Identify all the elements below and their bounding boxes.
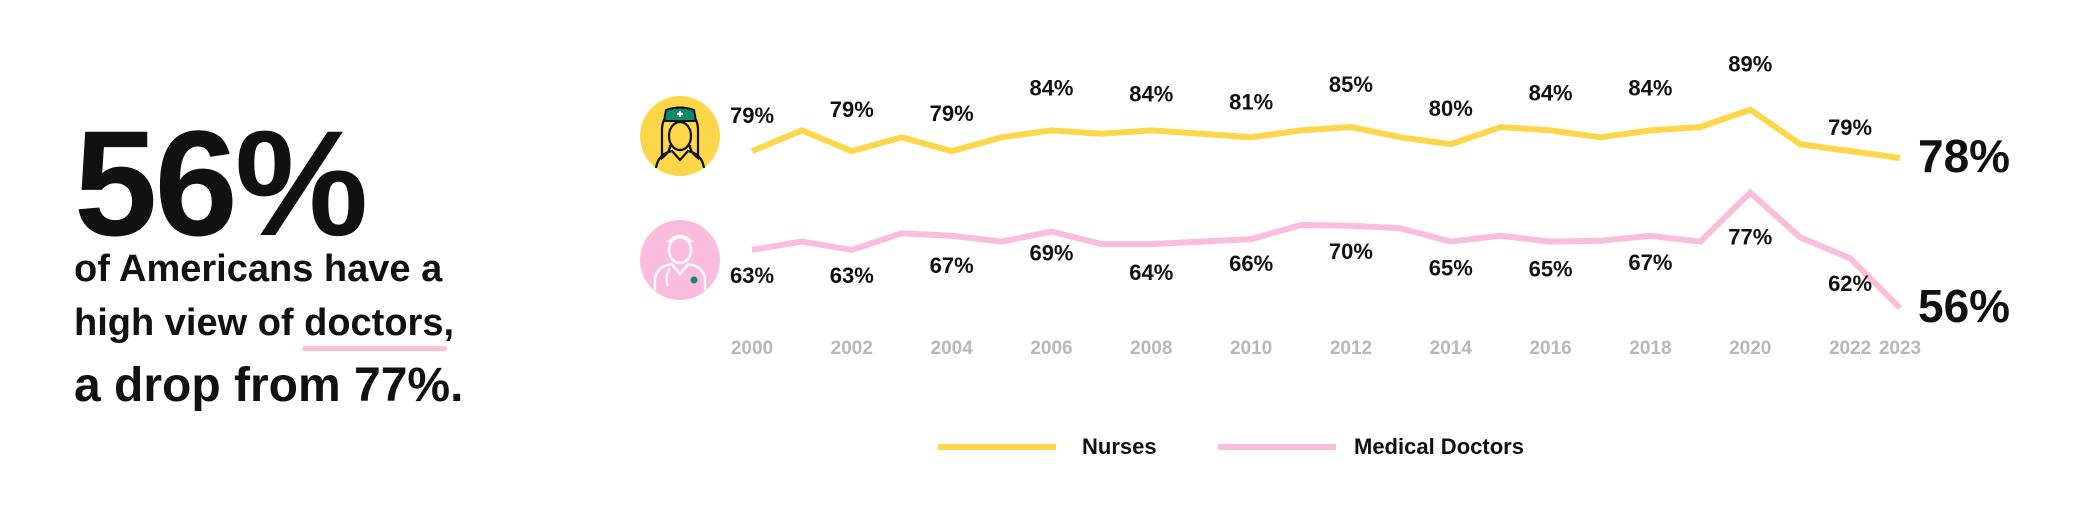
doctors-value-label: 64% [1129,260,1173,285]
x-tick-label: 2023 [1879,338,1921,359]
doctors-value-label: 62% [1828,271,1872,296]
x-tick-label: 2022 [1829,338,1871,359]
headline-line-2-end: , [443,302,455,344]
nurses-value-label: 79% [830,97,874,122]
nurses-value-label: 81% [1229,89,1273,114]
nurses-line [750,106,1901,161]
doctors-value-label: 70% [1329,239,1373,264]
headline-line-2: high view of doctors, [74,302,455,351]
nurses-value-label: 84% [1529,80,1573,105]
x-tick-label: 2012 [1330,338,1372,359]
nurses-value-label: 79% [730,103,774,128]
nurses-value-label: 85% [1329,72,1373,97]
legend-label-doctors: Medical Doctors [1354,434,1524,459]
doctors-value-label: 65% [1529,257,1573,282]
doctors-value-label: 63% [830,263,874,288]
x-tick-label: 2018 [1629,338,1671,359]
headline: 56% of Americans have a high view of doc… [0,0,640,522]
doctors-value-label: 63% [730,263,774,288]
headline-line-2-start: high view of [74,302,305,344]
x-tick-label: 2016 [1529,338,1571,359]
x-tick-label: 2002 [831,338,873,359]
headline-stat: 56% [74,99,368,267]
x-tick-label: 2006 [1030,338,1072,359]
highlighted-word: doctors [302,302,448,351]
x-tick-label: 2020 [1729,338,1771,359]
x-tick-label: 2000 [731,338,773,359]
nurses-value-label: 89% [1728,52,1772,77]
nurse-icon [640,96,720,176]
headline-line-1: of Americans have a [74,248,443,290]
doctors-value-label: 77% [1728,225,1772,250]
nurses-value-label: 84% [1628,75,1672,100]
x-tick-label: 2010 [1230,338,1272,359]
doctors-value-label: 66% [1229,251,1273,276]
nurses-value-label: 84% [1129,81,1173,106]
doctors-value-label: 65% [1429,256,1473,281]
doctors-value-label: 67% [1628,250,1672,275]
doctors-end-label: 56% [1918,280,2010,332]
doctors-line [751,188,1903,311]
doctor-icon [640,220,720,300]
nurses-series: 79% 79% 79% 84% 84% 81% 85% 80% 84% 84% 89% 79% 78% [730,52,2010,182]
nurses-end-label: 78% [1918,130,2010,182]
doctors-value-label: 69% [1029,241,1073,266]
medical-doctors-series: 63% 63% 67% 69% 64% 66% 70% 65% 65% 67% 77% 62% 56% [730,188,2010,332]
headline-line-3: a drop from 77%. [74,359,464,412]
x-axis: 2000 2002 2004 2006 2008 2010 2012 2014 2016 2018… [731,338,1921,359]
nurses-value-label: 80% [1429,96,1473,121]
nurses-value-label: 79% [930,101,974,126]
legend-label-nurses: Nurses [1082,434,1157,459]
x-tick-label: 2008 [1130,338,1172,359]
doctors-value-label: 67% [930,253,974,278]
x-tick-label: 2014 [1430,338,1473,359]
nurses-value-label: 79% [1828,115,1872,140]
x-tick-label: 2004 [931,338,974,359]
legend: Nurses Medical Doctors [938,434,1524,459]
nurses-value-label: 84% [1029,75,1073,100]
